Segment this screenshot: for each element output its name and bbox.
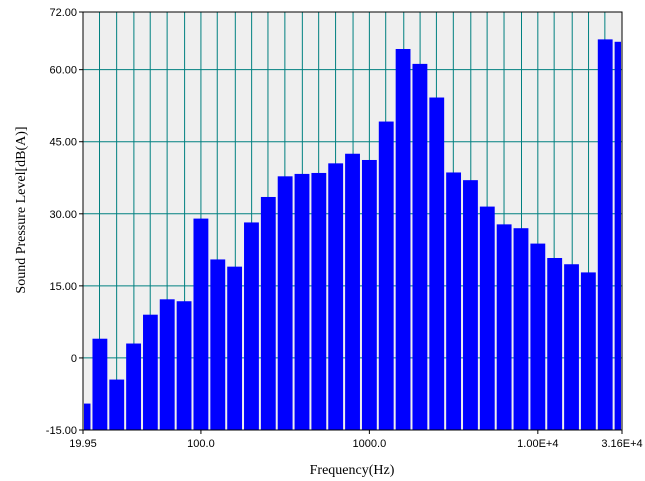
bar — [159, 299, 175, 430]
x-axis-label: Frequency(Hz) — [310, 463, 395, 478]
bar — [361, 159, 377, 430]
bar — [513, 228, 529, 430]
bar — [564, 264, 579, 430]
bar — [547, 257, 563, 430]
x-tick-label: 100.0 — [187, 438, 215, 450]
bar — [109, 379, 125, 430]
bar — [463, 180, 478, 430]
bar — [143, 314, 158, 430]
bar — [580, 272, 596, 430]
bar — [378, 121, 394, 430]
bar — [614, 41, 621, 430]
bar — [294, 173, 310, 430]
bar — [260, 196, 276, 430]
y-tick-label: 15.00 — [49, 281, 77, 293]
y-tick-label: 0 — [71, 353, 77, 365]
x-tick-label: 1.00E+4 — [517, 438, 558, 450]
bar — [210, 259, 226, 430]
y-tick-label: 72.00 — [49, 7, 77, 19]
bar — [244, 222, 259, 430]
bar — [446, 172, 462, 430]
bar — [227, 266, 243, 430]
bar — [345, 153, 360, 430]
bar — [395, 48, 411, 431]
bar — [176, 301, 192, 430]
y-axis-label: Sound Pressure Level[dB(A)] — [14, 126, 29, 293]
bar — [328, 163, 344, 430]
bar — [277, 176, 293, 430]
bar — [193, 218, 209, 430]
bar — [84, 403, 91, 430]
x-axis-ticks: 19.95 100.0 1000.0 1.00E+4 3.16E+4 — [69, 430, 643, 450]
x-tick-label: 3.16E+4 — [601, 438, 642, 450]
y-tick-label: -15.00 — [46, 425, 77, 437]
bar — [92, 338, 108, 430]
bar — [429, 97, 445, 430]
y-tick-label: 60.00 — [49, 65, 77, 77]
bar — [597, 39, 613, 431]
x-tick-label: 19.95 — [69, 438, 97, 450]
bar — [530, 243, 546, 430]
bar — [496, 224, 512, 430]
y-axis-ticks: -15.00 0 15.00 30.00 45.00 60.00 72.00 — [46, 7, 83, 437]
x-tick-label: 1000.0 — [353, 438, 387, 450]
bar — [311, 172, 327, 430]
bar — [479, 206, 495, 430]
bar — [412, 63, 428, 431]
plot-frame — [82, 11, 623, 431]
bar-series — [84, 39, 621, 431]
y-tick-label: 30.00 — [49, 209, 77, 221]
y-tick-label: 45.00 — [49, 137, 77, 149]
bar — [126, 343, 142, 430]
